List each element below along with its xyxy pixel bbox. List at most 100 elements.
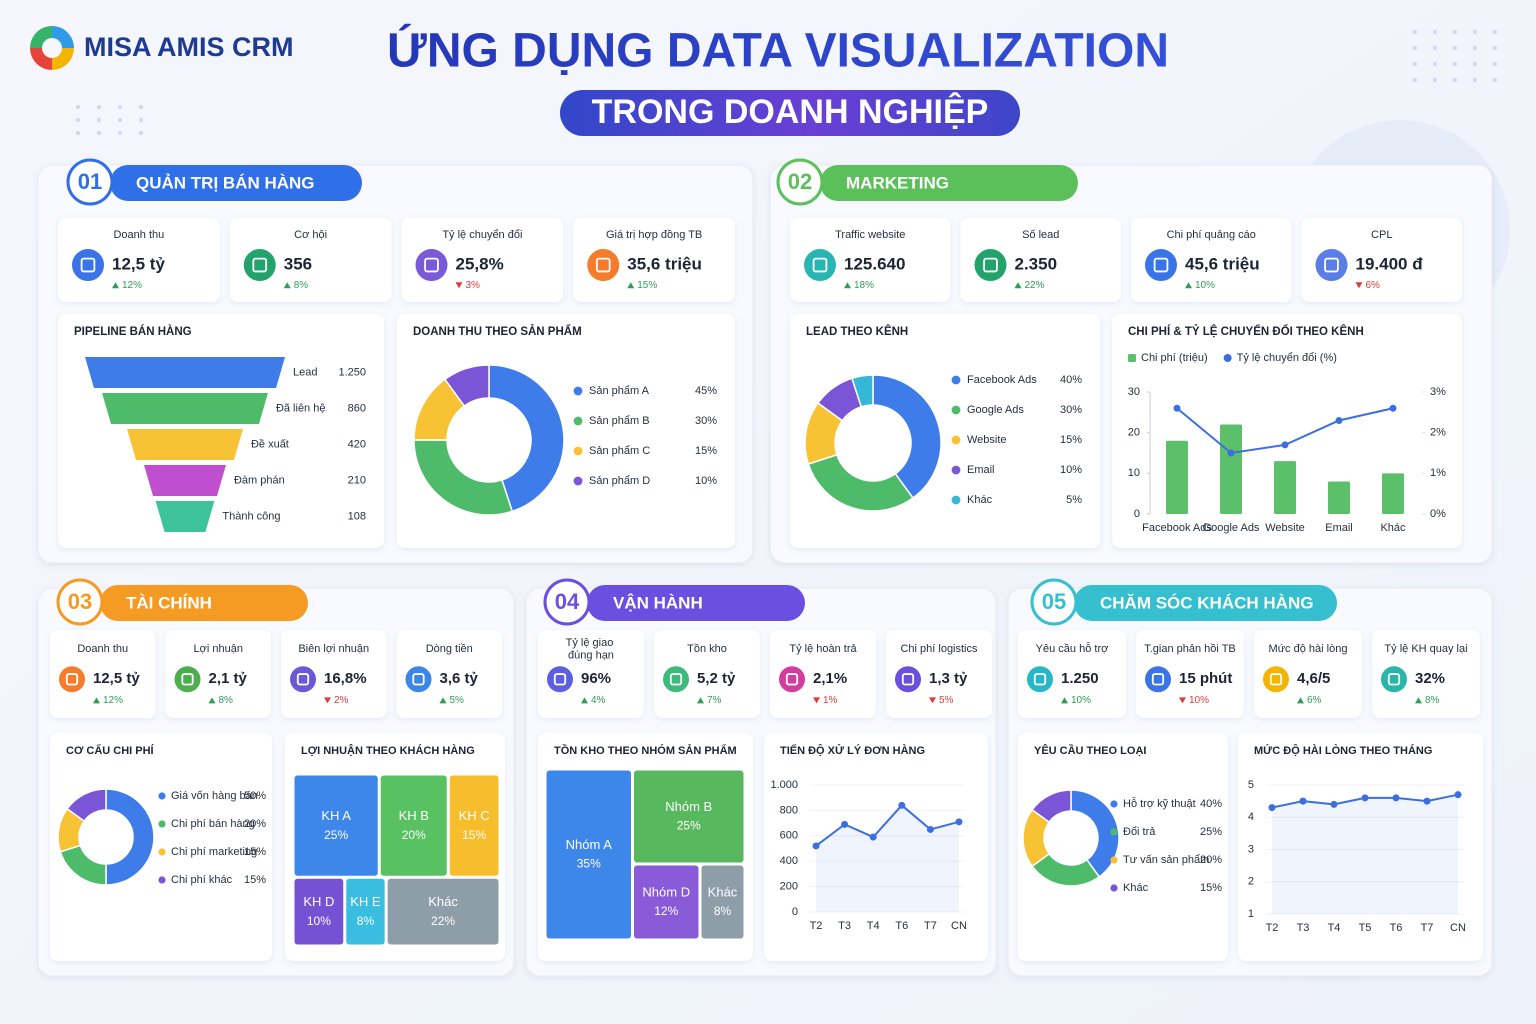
kpi-label: CPL <box>1371 229 1392 241</box>
kpi-label: Tồn kho <box>687 643 727 655</box>
y-tick-label: 4 <box>1248 811 1254 823</box>
decor-dot <box>1413 62 1417 66</box>
donut-segment <box>851 374 874 408</box>
kpi-change: 8% <box>219 695 234 706</box>
kpi-card <box>396 630 502 718</box>
kpi-value: 2,1% <box>813 670 847 687</box>
tile-value: 12% <box>654 904 678 918</box>
funnel-value: 1.250 <box>338 366 366 378</box>
x-tick-label: T3 <box>838 920 851 932</box>
bar <box>1274 461 1296 514</box>
series-area <box>816 805 959 912</box>
section-title: TÀI CHÍNH <box>126 593 212 612</box>
donut-segment <box>443 364 490 408</box>
kpi-label: Dòng tiền <box>426 643 473 655</box>
kpi-card <box>960 218 1121 302</box>
legend-swatch <box>158 792 166 800</box>
kpi-trend <box>439 697 447 704</box>
kpi-value: 1,3 tỷ <box>929 670 968 687</box>
kpi-icon-glyph <box>595 257 611 273</box>
funnel-label: Đề xuất <box>251 438 289 450</box>
funnel-label: Đã liên hệ <box>276 402 326 414</box>
tile-label: Nhóm A <box>566 837 613 852</box>
kpi-card <box>654 630 760 718</box>
section-badge <box>1030 578 1078 626</box>
decor-dot <box>97 131 101 135</box>
decor-dot <box>1453 30 1457 34</box>
decor-dot <box>1473 78 1477 82</box>
kpi-card <box>1301 218 1462 302</box>
decor-dot <box>76 131 80 135</box>
kpi-label: Mức độ hài lòng <box>1269 643 1348 655</box>
decor-dot <box>1473 46 1477 50</box>
kpi-icon <box>804 249 836 282</box>
legend-label: Email <box>967 464 995 476</box>
legend-value: 15% <box>695 445 717 457</box>
kpi-icon <box>59 666 85 693</box>
donut-segment <box>1031 789 1072 824</box>
kpi-value: 32% <box>1415 670 1445 687</box>
decor-dot <box>97 105 101 109</box>
section-badge <box>56 578 104 626</box>
y-tick-label: 10 <box>1128 467 1140 479</box>
legend-swatch <box>1110 828 1118 836</box>
legend-value: 15% <box>244 874 266 886</box>
legend-label: Google Ads <box>967 404 1024 416</box>
kpi-trend <box>93 697 100 704</box>
kpi-icon-glyph <box>983 257 998 273</box>
kpi-icon <box>1381 666 1407 693</box>
brand: MISA AMIS CRM <box>84 32 294 62</box>
kpi-label: T.gian phản hồi TB <box>1144 643 1236 655</box>
legend-value: 45% <box>695 385 717 397</box>
kpi-value: 35,6 triệu <box>627 255 702 274</box>
section-title: VẬN HÀNH <box>613 593 703 612</box>
kpi-card <box>165 630 271 718</box>
kpi-value: 25,8% <box>456 255 504 274</box>
funnel-label: Thành công <box>222 510 280 522</box>
legend-label: Sản phẩm D <box>589 475 650 487</box>
legend-label: Khác <box>967 494 993 506</box>
legend-label: Chi phí khác <box>171 874 233 886</box>
chart-title: TIẾN ĐỘ XỬ LÝ ĐƠN HÀNG <box>780 744 925 757</box>
series-area <box>1272 794 1458 914</box>
treemap-tile <box>380 775 447 876</box>
series-point <box>869 833 877 841</box>
kpi-change: 4% <box>591 695 606 706</box>
bar <box>1166 440 1188 514</box>
kpi-change: 2% <box>334 695 349 706</box>
kpi-icon <box>547 666 573 693</box>
kpi-card <box>1018 630 1126 718</box>
logo-part <box>52 26 74 48</box>
y2-tick-label: 0% <box>1430 508 1446 520</box>
y-tick-label: 0 <box>1134 508 1140 520</box>
y-tick-label: 30 <box>1128 386 1140 398</box>
x-tick-label: T7 <box>1421 922 1434 934</box>
legend-label: Facebook Ads <box>967 374 1037 386</box>
kpi-label: Biên lợi nhuận <box>298 643 369 655</box>
series-point <box>926 825 934 833</box>
kpi-icon <box>243 249 276 282</box>
x-tick-label: T4 <box>867 920 880 932</box>
decor-dot <box>1473 62 1477 66</box>
y-tick-label: 200 <box>780 881 798 893</box>
kpi-value: 2.350 <box>1015 255 1058 274</box>
kpi-icon <box>174 666 201 693</box>
funnel-stage <box>155 501 215 532</box>
treemap-tile <box>294 775 378 876</box>
legend-label: Khác <box>1123 882 1149 894</box>
funnel-label: Lead <box>293 366 317 378</box>
kpi-icon-glyph <box>669 673 683 686</box>
kpi-change: 10% <box>1195 280 1215 291</box>
kpi-icon-glyph <box>1387 673 1401 686</box>
kpi-card <box>770 630 876 718</box>
legend-swatch <box>1223 354 1232 362</box>
kpi-trend <box>1185 282 1192 289</box>
kpi-icon <box>415 249 448 282</box>
kpi-trend <box>283 282 291 289</box>
y-tick-label: 0 <box>792 906 798 918</box>
legend-swatch <box>1110 800 1118 808</box>
decor-dot <box>1413 30 1417 34</box>
legend-swatch <box>951 405 961 415</box>
